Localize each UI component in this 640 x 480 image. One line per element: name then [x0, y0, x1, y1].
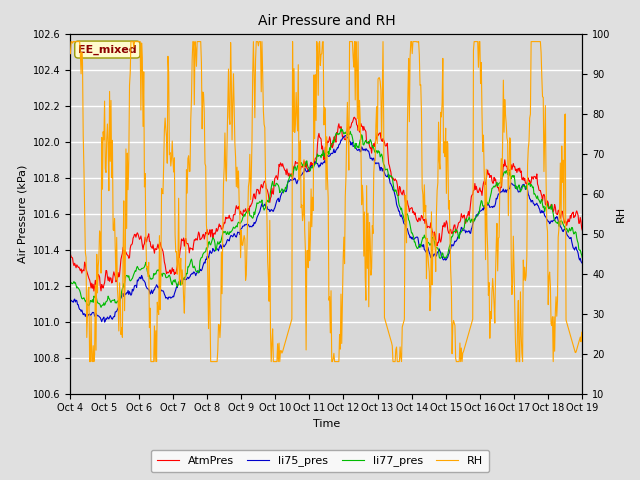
RH — [390, 359, 397, 364]
RH — [67, 51, 74, 57]
li75_pres — [208, 249, 216, 255]
li75_pres — [390, 187, 397, 192]
AtmPres — [579, 228, 586, 233]
RH — [579, 338, 586, 344]
Line: li75_pres: li75_pres — [70, 135, 582, 322]
li77_pres — [76, 288, 83, 293]
RH — [405, 56, 413, 61]
RH — [86, 359, 93, 364]
Line: AtmPres: AtmPres — [70, 117, 582, 291]
RH — [130, 45, 138, 50]
Legend: AtmPres, li75_pres, li77_pres, RH: AtmPres, li75_pres, li77_pres, RH — [151, 450, 489, 472]
li75_pres — [100, 319, 108, 325]
li77_pres — [67, 279, 74, 285]
li75_pres — [76, 307, 83, 312]
li77_pres — [579, 255, 586, 261]
li77_pres — [405, 217, 413, 223]
li77_pres — [129, 274, 137, 279]
AtmPres — [90, 288, 98, 294]
AtmPres — [181, 237, 189, 243]
li77_pres — [208, 237, 216, 243]
AtmPres — [76, 266, 83, 272]
Y-axis label: Air Pressure (kPa): Air Pressure (kPa) — [17, 165, 28, 263]
Text: EE_mixed: EE_mixed — [78, 44, 137, 55]
li75_pres — [67, 297, 74, 303]
li75_pres — [405, 231, 413, 237]
Title: Air Pressure and RH: Air Pressure and RH — [257, 14, 396, 28]
RH — [182, 250, 189, 256]
X-axis label: Time: Time — [313, 419, 340, 429]
AtmPres — [405, 204, 413, 210]
AtmPres — [67, 251, 74, 257]
li77_pres — [181, 275, 189, 280]
li77_pres — [390, 185, 397, 191]
li75_pres — [181, 277, 189, 283]
RH — [209, 359, 217, 364]
AtmPres — [129, 235, 137, 241]
Y-axis label: RH: RH — [616, 205, 626, 222]
Line: li77_pres: li77_pres — [70, 129, 582, 307]
AtmPres — [351, 114, 358, 120]
Line: RH: RH — [70, 42, 582, 361]
li77_pres — [337, 126, 345, 132]
li75_pres — [579, 261, 586, 266]
AtmPres — [390, 177, 397, 182]
li75_pres — [129, 288, 137, 294]
li77_pres — [97, 304, 105, 310]
RH — [77, 52, 84, 58]
RH — [67, 39, 75, 45]
AtmPres — [208, 227, 216, 232]
li75_pres — [341, 132, 349, 138]
